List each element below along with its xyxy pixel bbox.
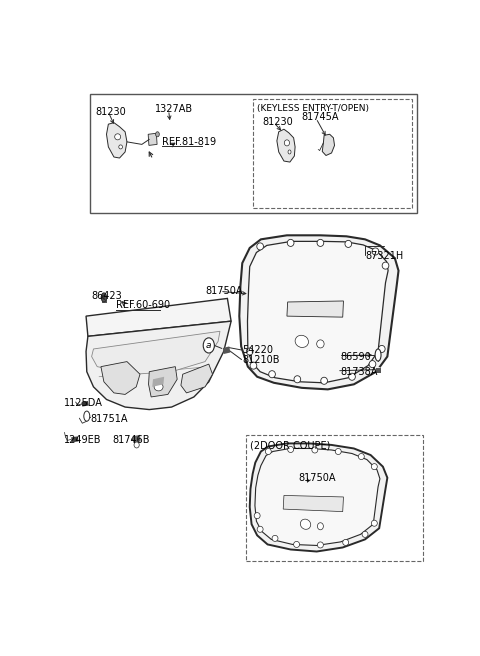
Polygon shape bbox=[322, 134, 335, 155]
Polygon shape bbox=[102, 299, 107, 304]
Ellipse shape bbox=[288, 150, 291, 154]
Text: 81210B: 81210B bbox=[242, 355, 280, 365]
Ellipse shape bbox=[343, 539, 348, 545]
Ellipse shape bbox=[317, 542, 324, 548]
Text: REF.81-819: REF.81-819 bbox=[162, 137, 216, 147]
Polygon shape bbox=[148, 367, 177, 397]
Ellipse shape bbox=[101, 293, 107, 302]
Polygon shape bbox=[152, 377, 164, 387]
Text: 1249EB: 1249EB bbox=[64, 435, 101, 445]
Text: (2DOOR COUPE): (2DOOR COUPE) bbox=[250, 441, 330, 451]
Ellipse shape bbox=[321, 377, 327, 384]
Ellipse shape bbox=[348, 373, 355, 380]
Polygon shape bbox=[181, 364, 213, 393]
Ellipse shape bbox=[378, 346, 385, 352]
Polygon shape bbox=[107, 123, 127, 158]
Text: 81745A: 81745A bbox=[302, 112, 339, 121]
Polygon shape bbox=[223, 346, 230, 354]
Ellipse shape bbox=[84, 411, 90, 421]
Ellipse shape bbox=[345, 240, 352, 247]
Ellipse shape bbox=[119, 145, 122, 149]
Ellipse shape bbox=[335, 449, 341, 455]
Ellipse shape bbox=[156, 132, 159, 137]
Ellipse shape bbox=[254, 512, 260, 519]
Polygon shape bbox=[92, 331, 220, 374]
Ellipse shape bbox=[115, 134, 120, 140]
Ellipse shape bbox=[317, 340, 324, 348]
Ellipse shape bbox=[294, 376, 300, 383]
Text: 81746B: 81746B bbox=[113, 435, 150, 445]
Ellipse shape bbox=[376, 367, 381, 372]
Text: 54220: 54220 bbox=[242, 346, 273, 356]
Polygon shape bbox=[376, 367, 381, 373]
Ellipse shape bbox=[272, 535, 278, 541]
Text: 1327AB: 1327AB bbox=[155, 104, 193, 114]
Polygon shape bbox=[101, 361, 140, 394]
Ellipse shape bbox=[246, 348, 253, 355]
Ellipse shape bbox=[284, 140, 289, 146]
Text: 81230: 81230 bbox=[96, 106, 126, 117]
Polygon shape bbox=[71, 436, 79, 442]
Ellipse shape bbox=[369, 361, 376, 367]
Ellipse shape bbox=[134, 442, 139, 448]
Ellipse shape bbox=[382, 262, 389, 269]
Ellipse shape bbox=[362, 531, 368, 537]
Text: (KEYLESS ENTRY-T/OPEN): (KEYLESS ENTRY-T/OPEN) bbox=[257, 104, 369, 113]
Text: 81751A: 81751A bbox=[91, 414, 128, 424]
Text: 81750A: 81750A bbox=[298, 473, 336, 483]
Ellipse shape bbox=[288, 239, 294, 247]
Polygon shape bbox=[250, 443, 387, 552]
Text: 86590: 86590 bbox=[341, 352, 372, 361]
Ellipse shape bbox=[294, 541, 300, 548]
Text: 81750A: 81750A bbox=[205, 286, 242, 296]
Ellipse shape bbox=[359, 453, 364, 460]
Bar bbox=[246, 435, 423, 561]
Ellipse shape bbox=[372, 464, 377, 470]
Ellipse shape bbox=[265, 449, 271, 455]
Polygon shape bbox=[148, 133, 157, 146]
Polygon shape bbox=[240, 236, 398, 390]
Ellipse shape bbox=[300, 519, 311, 529]
Ellipse shape bbox=[250, 362, 257, 369]
Ellipse shape bbox=[372, 248, 379, 255]
Ellipse shape bbox=[312, 447, 318, 453]
Polygon shape bbox=[277, 129, 295, 162]
Circle shape bbox=[203, 338, 215, 353]
Ellipse shape bbox=[269, 371, 276, 378]
Ellipse shape bbox=[317, 523, 324, 530]
Polygon shape bbox=[283, 495, 344, 512]
Polygon shape bbox=[86, 298, 231, 337]
Text: a: a bbox=[206, 341, 212, 350]
Polygon shape bbox=[287, 301, 344, 317]
Ellipse shape bbox=[288, 447, 294, 453]
Ellipse shape bbox=[375, 349, 381, 361]
Text: REF.60-690: REF.60-690 bbox=[116, 300, 170, 310]
Polygon shape bbox=[82, 401, 89, 407]
Ellipse shape bbox=[225, 348, 229, 353]
Polygon shape bbox=[132, 435, 141, 443]
Ellipse shape bbox=[257, 526, 263, 532]
Polygon shape bbox=[248, 241, 388, 383]
Ellipse shape bbox=[154, 383, 163, 391]
Polygon shape bbox=[255, 449, 380, 545]
Text: 86423: 86423 bbox=[92, 291, 122, 301]
Text: 87321H: 87321H bbox=[365, 251, 403, 260]
Ellipse shape bbox=[257, 243, 264, 250]
Bar bbox=[90, 94, 417, 213]
Text: 81738A: 81738A bbox=[341, 367, 378, 377]
Ellipse shape bbox=[295, 335, 309, 348]
Ellipse shape bbox=[372, 520, 377, 526]
Text: 81230: 81230 bbox=[263, 117, 293, 127]
Polygon shape bbox=[86, 321, 231, 409]
Bar bbox=[253, 99, 411, 207]
Text: 1125DA: 1125DA bbox=[64, 398, 103, 408]
Ellipse shape bbox=[317, 239, 324, 247]
